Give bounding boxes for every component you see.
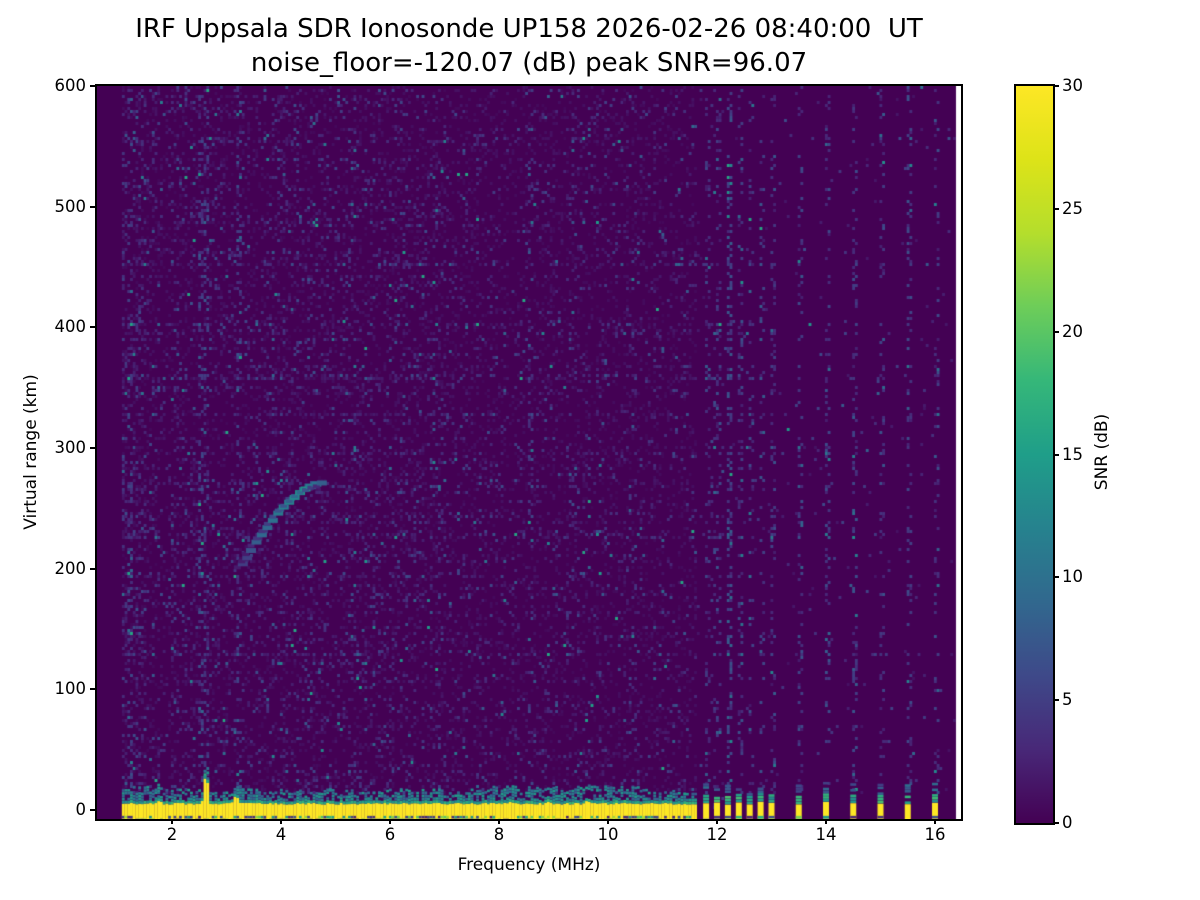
y-tick-mark [90,446,95,449]
colorbar-tick-label: 25 [1062,198,1083,218]
x-tick-mark [279,819,282,824]
y-tick-mark [90,326,95,329]
x-tick-label: 12 [706,825,728,844]
x-tick-mark [497,819,500,824]
y-tick-mark [90,808,95,811]
x-tick-mark [934,819,936,824]
y-tick-label: 400 [54,317,87,337]
colorbar-tick-mark [1055,699,1059,702]
colorbar-label: SNR (dB) [1092,413,1112,491]
colorbar-tick-label: 30 [1062,76,1083,95]
figure-title: IRF Uppsala SDR Ionosonde UP158 2026-02-… [135,14,923,44]
x-tick-mark [388,819,391,824]
y-tick-mark [90,567,95,570]
x-tick-label: 8 [493,825,505,844]
x-tick-label: 6 [384,825,396,844]
y-tick-mark [90,205,95,208]
colorbar-tick-label: 15 [1062,444,1083,464]
x-tick-label: 4 [275,825,287,844]
ionogram-heatmap [97,86,961,819]
colorbar-tick-label: 10 [1062,567,1083,587]
x-tick-mark [825,819,827,824]
colorbar-gradient [1016,86,1053,823]
x-tick-label: 16 [924,825,946,844]
colorbar-tick-mark [1055,85,1059,87]
y-tick-label: 200 [54,558,87,578]
x-tick-label: 14 [815,825,837,844]
colorbar [1014,84,1055,825]
y-tick-mark [90,688,95,691]
x-axis-label: Frequency (MHz) [457,855,601,875]
colorbar-tick-mark [1055,453,1059,456]
colorbar-tick-label: 0 [1062,813,1073,832]
colorbar-tick-mark [1055,822,1059,824]
figure-subtitle: noise_floor=-120.07 (dB) peak SNR=96.07 [250,48,808,78]
colorbar-tick-mark [1055,207,1059,210]
y-tick-label: 600 [54,76,87,95]
colorbar-tick-mark [1055,576,1059,579]
y-tick-label: 0 [75,799,87,819]
colorbar-tick-label: 20 [1062,321,1083,341]
y-axis-label: Virtual range (km) [21,374,41,530]
y-tick-label: 100 [54,679,87,699]
x-tick-mark [606,819,609,824]
x-tick-mark [170,819,173,824]
y-tick-label: 500 [54,196,87,216]
x-tick-label: 2 [166,825,178,844]
y-tick-label: 300 [54,437,87,457]
x-tick-mark [716,819,718,824]
plot-area [95,84,963,821]
y-tick-mark [90,85,95,87]
x-tick-label: 10 [597,825,619,844]
colorbar-tick-label: 5 [1062,690,1073,710]
colorbar-tick-mark [1055,330,1059,333]
